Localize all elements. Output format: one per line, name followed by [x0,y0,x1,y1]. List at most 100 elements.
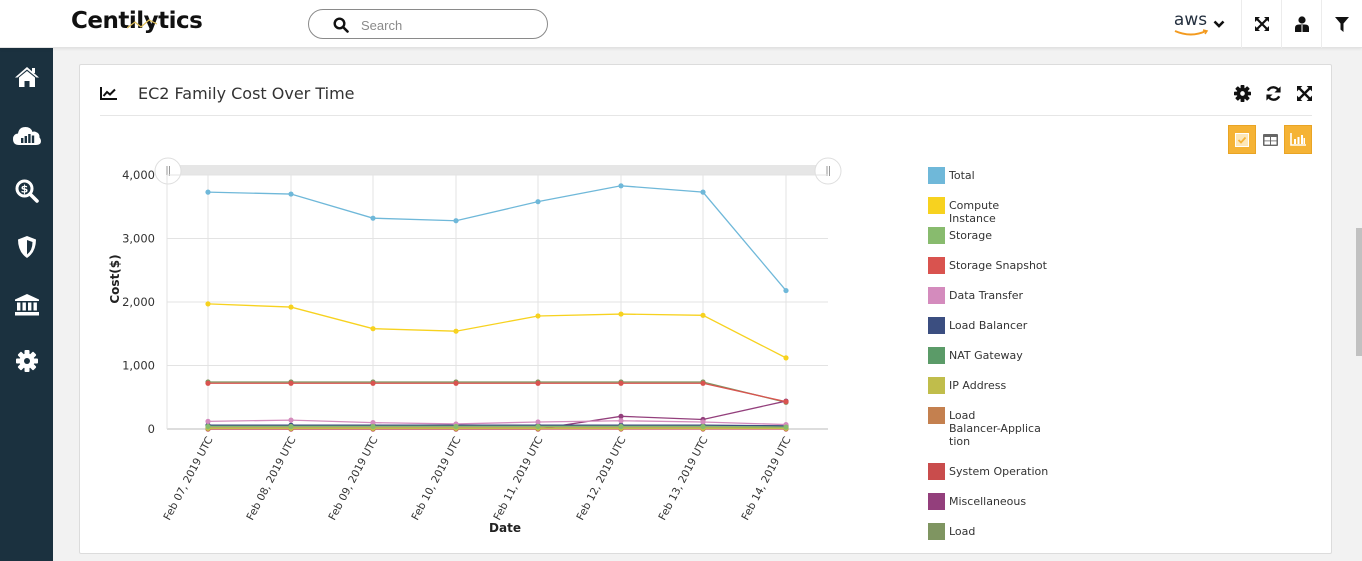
legend-swatch [928,407,945,424]
series-storage[interactable] [205,423,789,430]
data-point[interactable] [783,399,789,405]
data-point[interactable] [700,419,706,425]
sidebar-item-home[interactable] [0,57,53,97]
legend-item[interactable]: Total [928,167,1049,186]
legend-item[interactable]: NAT Gateway [928,347,1049,366]
legend-item[interactable]: Load [928,523,1049,542]
data-point[interactable] [288,191,294,197]
series-total[interactable] [205,183,789,294]
data-point[interactable] [618,183,624,189]
table-view-button[interactable] [1256,125,1284,154]
select-view-button[interactable] [1228,125,1256,154]
legend-swatch [928,523,945,540]
data-point[interactable] [535,423,541,430]
legend-swatch [928,257,945,274]
data-point[interactable] [700,380,706,386]
data-point[interactable] [618,380,624,386]
data-point[interactable] [700,312,706,318]
y-tick-label: 1,000 [122,359,155,373]
user-icon [1294,16,1309,32]
y-tick-label: 0 [148,422,155,436]
data-point[interactable] [288,304,294,310]
data-point[interactable] [535,313,541,319]
data-point[interactable] [535,419,541,425]
data-point[interactable] [700,189,706,195]
sidebar-item-cloud-analytics[interactable] [0,115,53,155]
x-tick-label: Feb 10, 2019 UTC [409,435,463,523]
data-point[interactable] [205,301,211,307]
data-point[interactable] [618,413,624,419]
data-point[interactable] [453,380,459,386]
legend-item[interactable]: IP Address [928,377,1049,396]
search-box[interactable] [308,9,548,39]
legend-swatch [928,287,945,304]
legend-label: Load Balancer [949,319,1028,332]
widget-refresh-button[interactable] [1262,82,1284,104]
legend-swatch [928,347,945,364]
sidebar-item-settings[interactable] [0,341,53,381]
search-input[interactable] [361,15,531,35]
data-point[interactable] [370,326,376,332]
data-point[interactable] [205,423,211,430]
logo[interactable]: Centilytics [71,8,203,34]
sidebar-item-governance[interactable] [0,285,53,325]
sidebar-item-security[interactable] [0,227,53,267]
data-point[interactable] [370,215,376,221]
gear-icon [1233,84,1251,102]
data-point[interactable] [453,423,459,430]
cloud-provider-dropdown[interactable]: aws [1158,0,1242,48]
data-point[interactable] [205,380,211,386]
data-point[interactable] [618,311,624,317]
data-point[interactable] [618,423,624,430]
data-point[interactable] [700,423,706,430]
data-point[interactable] [288,423,294,430]
filter-button[interactable] [1322,0,1362,48]
data-point[interactable] [205,189,211,195]
widget-settings-button[interactable] [1231,82,1253,104]
legend-item[interactable]: Miscellaneous [928,493,1049,512]
legend-item[interactable]: Storage Snapshot [928,257,1049,276]
series-storage-snapshot[interactable] [205,380,789,405]
x-tick-label: Feb 09, 2019 UTC [326,435,380,523]
zoom-slider-right-handle[interactable] [814,157,842,185]
data-point[interactable] [288,380,294,386]
data-point[interactable] [370,423,376,430]
zoom-slider-left-handle[interactable] [154,157,182,185]
search-icon [333,17,349,33]
data-point[interactable] [535,199,541,205]
y-axis-label: Cost($) [108,254,122,303]
legend-item[interactable]: Storage [928,227,1049,246]
dollar-search-icon: $ [15,179,39,203]
data-point[interactable] [535,380,541,386]
page-scrollbar[interactable] [1356,228,1362,356]
data-point[interactable] [370,380,376,386]
legend-item[interactable]: Load Balancer-Applica tion [928,407,1041,448]
bar-chart-icon [1290,133,1306,146]
view-toggle [1228,125,1312,154]
legend-item[interactable]: Data Transfer [928,287,1049,306]
data-point[interactable] [618,418,624,424]
legend-item[interactable]: Compute Instance [928,197,1049,225]
home-icon [14,67,39,87]
x-tick-label: Feb 07, 2019 UTC [161,435,215,523]
chart-view-button[interactable] [1284,125,1312,154]
sidebar-item-cost-search[interactable]: $ [0,171,53,211]
data-point[interactable] [783,287,789,294]
data-point[interactable] [205,418,211,424]
data-point[interactable] [370,420,376,426]
data-point[interactable] [783,424,789,430]
x-tick-label: Feb 11, 2019 UTC [491,435,545,523]
data-point[interactable] [783,355,789,361]
data-point[interactable] [288,417,294,423]
data-point[interactable] [453,328,459,334]
fullscreen-button[interactable] [1242,0,1282,48]
series-compute-instance[interactable] [205,301,789,361]
zoom-slider-track[interactable] [167,165,828,175]
legend-item[interactable]: System Operation [928,463,1049,482]
widget-expand-button[interactable] [1293,82,1315,104]
data-point[interactable] [453,218,459,224]
user-button[interactable] [1282,0,1322,48]
legend-swatch [928,317,945,334]
legend-item[interactable]: Load Balancer [928,317,1049,336]
gear-icon [15,350,38,372]
